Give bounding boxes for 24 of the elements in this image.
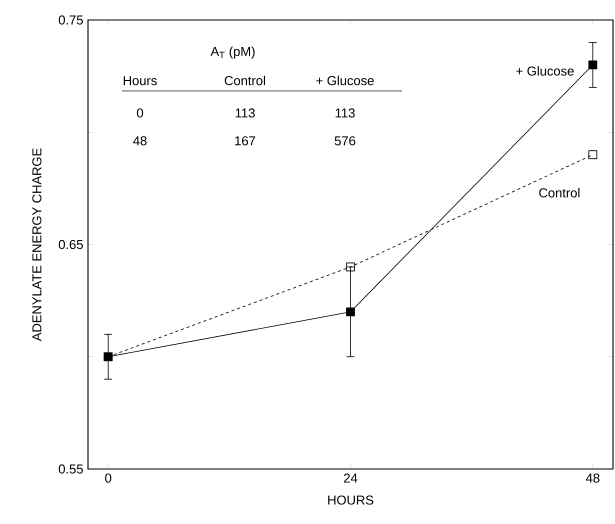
annotation: 48 xyxy=(133,136,147,146)
y-tick-label: 0.55 xyxy=(58,464,83,474)
annotation: 0 xyxy=(136,108,144,118)
x-tick-label: 48 xyxy=(586,474,600,483)
annotation: 113 xyxy=(336,108,355,118)
series-label: + Glucose xyxy=(516,66,574,76)
x-tick-label: 0 xyxy=(105,474,112,483)
series-label: Control xyxy=(539,188,580,198)
point xyxy=(346,307,355,316)
annotation: Control xyxy=(224,76,266,86)
point xyxy=(346,262,355,272)
annotation: A$_{T}$ (pM) xyxy=(210,46,255,59)
x-tick-label: 24 xyxy=(344,474,358,483)
annotation: + Glucose xyxy=(316,76,374,86)
y-tick-label: 0.75 xyxy=(58,15,83,25)
annotation: 167 xyxy=(235,136,256,146)
point xyxy=(588,150,598,160)
x-axis-title: HOURS xyxy=(328,496,374,505)
annotation: 576 xyxy=(334,136,356,146)
annotation: Hours xyxy=(124,76,157,86)
point xyxy=(588,60,598,70)
y-tick-label: 0.65 xyxy=(58,240,83,250)
y-axis-title: ADENYLATE ENERGY CHARGE xyxy=(32,148,42,342)
annotation: 113 xyxy=(236,108,255,118)
